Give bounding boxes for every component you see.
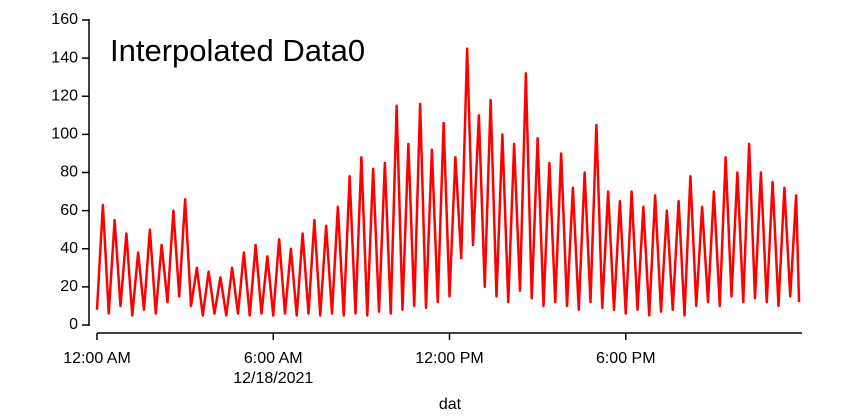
x-tick-label: 6:00 AM [244, 350, 303, 367]
y-tick-label: 20 [60, 278, 78, 295]
y-tick-label: 120 [51, 87, 78, 104]
data-line [95, 47, 801, 317]
y-tick-label: 140 [51, 49, 78, 66]
y-tick-label: 80 [60, 164, 78, 181]
x-tick-label: 12:00 PM [415, 350, 483, 367]
date-label: 12/18/2021 [233, 370, 313, 387]
chart-title: Interpolated Data0 [110, 33, 365, 68]
y-tick-label: 160 [51, 11, 78, 28]
y-tick-label: 60 [60, 202, 78, 219]
x-tick-label: 6:00 PM [596, 350, 656, 367]
y-tick-label: 40 [60, 240, 78, 257]
x-tick-label: 12:00 AM [63, 350, 131, 367]
x-axis-label: dat [439, 396, 462, 413]
y-tick-label: 0 [69, 316, 78, 333]
y-tick-label: 100 [51, 126, 78, 143]
